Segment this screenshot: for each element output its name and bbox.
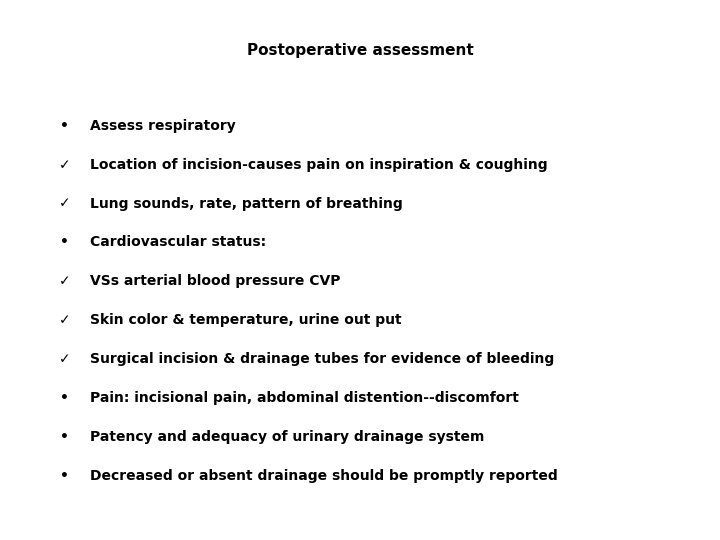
- Text: VSs arterial blood pressure CVP: VSs arterial blood pressure CVP: [90, 274, 341, 288]
- Text: ✓: ✓: [59, 158, 71, 172]
- Text: Cardiovascular status:: Cardiovascular status:: [90, 235, 266, 249]
- Text: Lung sounds, rate, pattern of breathing: Lung sounds, rate, pattern of breathing: [90, 197, 402, 211]
- Text: ✓: ✓: [59, 313, 71, 327]
- Text: ✓: ✓: [59, 352, 71, 366]
- Text: Patency and adequacy of urinary drainage system: Patency and adequacy of urinary drainage…: [90, 430, 485, 444]
- Text: Postoperative assessment: Postoperative assessment: [247, 43, 473, 58]
- Text: Surgical incision & drainage tubes for evidence of bleeding: Surgical incision & drainage tubes for e…: [90, 352, 554, 366]
- Text: •: •: [60, 119, 69, 133]
- Text: •: •: [60, 391, 69, 405]
- Text: Assess respiratory: Assess respiratory: [90, 119, 235, 133]
- Text: Decreased or absent drainage should be promptly reported: Decreased or absent drainage should be p…: [90, 469, 558, 483]
- Text: Skin color & temperature, urine out put: Skin color & temperature, urine out put: [90, 313, 402, 327]
- Text: Pain: incisional pain, abdominal distention--discomfort: Pain: incisional pain, abdominal distent…: [90, 391, 519, 405]
- Text: Location of incision-causes pain on inspiration & coughing: Location of incision-causes pain on insp…: [90, 158, 548, 172]
- Text: •: •: [60, 469, 69, 483]
- Text: •: •: [60, 430, 69, 444]
- Text: •: •: [60, 235, 69, 249]
- Text: ✓: ✓: [59, 197, 71, 211]
- Text: ✓: ✓: [59, 274, 71, 288]
